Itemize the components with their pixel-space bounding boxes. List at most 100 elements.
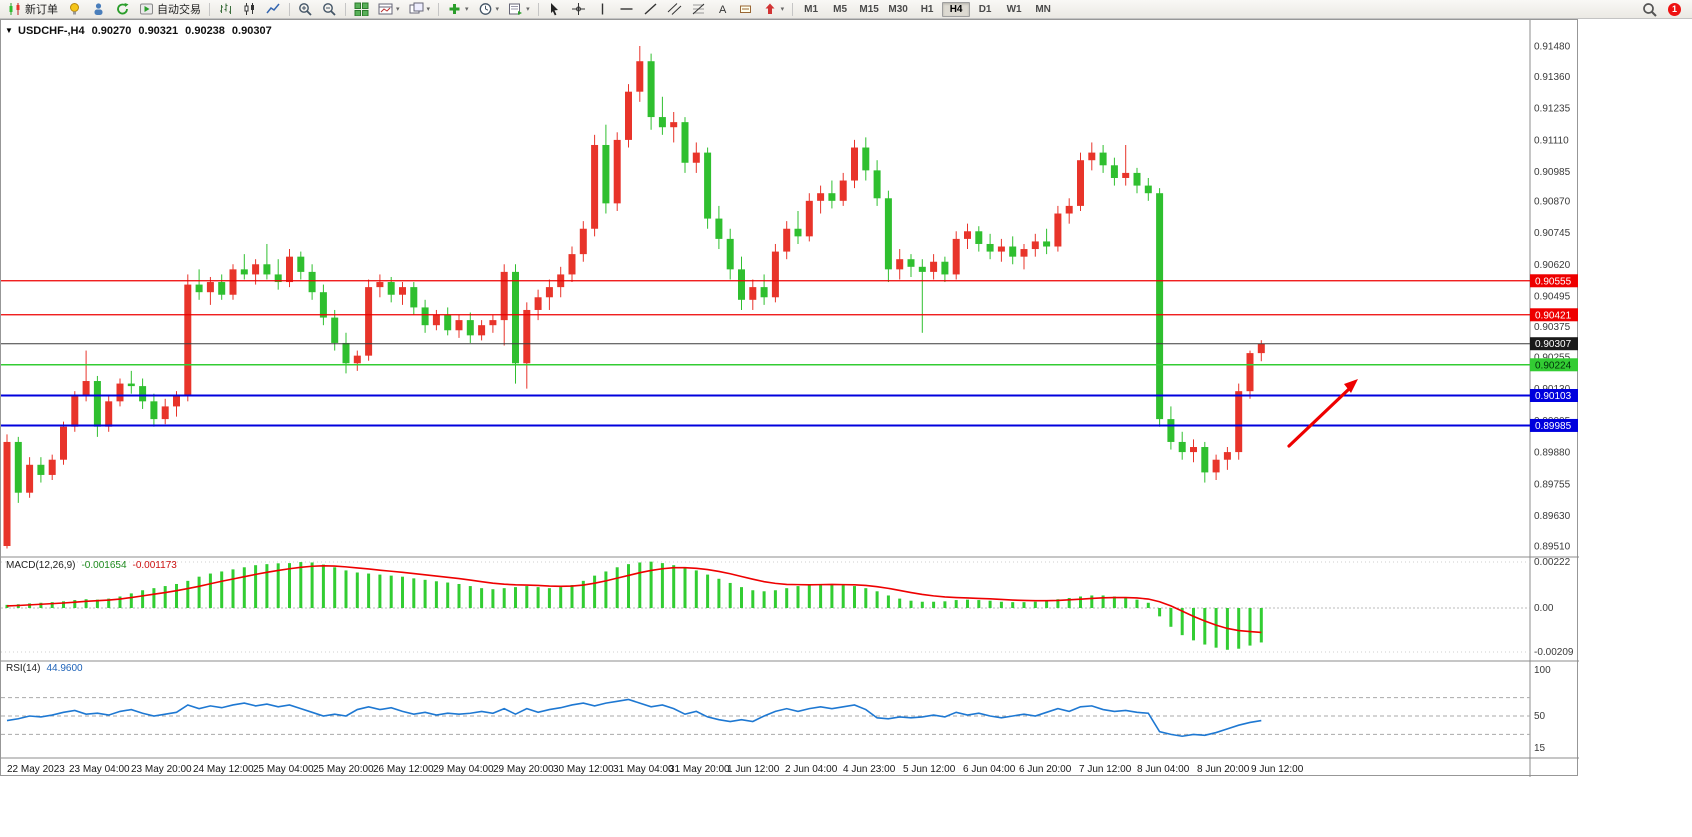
chart-window[interactable]: 0.91480 0.91360 0.91235 0.91110 0.90985 0.908… (0, 19, 1579, 777)
toolbar-right: 1 (1642, 2, 1689, 17)
rsi-value: 44.9600 (46, 663, 83, 674)
text-label-icon (739, 2, 754, 16)
macd-main-value: -0.001654 (81, 560, 127, 571)
new-order-button[interactable]: 新订单 (3, 0, 62, 19)
fibonacci-button[interactable] (687, 0, 710, 19)
timeframe-button-m5[interactable]: M5 (833, 3, 848, 15)
svg-text:0.91110: 0.91110 (1534, 135, 1569, 146)
bar-chart-icon (218, 2, 233, 16)
toolbar-separator (209, 2, 210, 16)
svg-text:29 May 20:00: 29 May 20:00 (493, 764, 554, 775)
auto-trading-icon (139, 2, 154, 16)
line-chart-button[interactable] (262, 0, 285, 19)
chart-canvas[interactable]: 0.91480 0.91360 0.91235 0.91110 0.90985 0.908… (1, 20, 1579, 777)
svg-text:0.90224: 0.90224 (1535, 360, 1572, 371)
new-chart-button[interactable]: ▾ (374, 0, 404, 19)
search-icon[interactable] (1642, 2, 1658, 17)
chevron-down-icon: ▾ (426, 5, 431, 13)
fibonacci-icon (691, 2, 706, 16)
templates-button[interactable]: ▾ (504, 0, 534, 19)
svg-text:0.90555: 0.90555 (1535, 276, 1572, 287)
candlestick-chart-button[interactable] (238, 0, 261, 19)
zoom-in-icon (298, 2, 313, 16)
toolbar-separator (345, 2, 346, 16)
alerts-button[interactable] (63, 0, 86, 19)
svg-text:0.89510: 0.89510 (1534, 542, 1571, 553)
svg-text:7 Jun 12:00: 7 Jun 12:00 (1079, 764, 1132, 775)
rsi-indicator-label: RSI(14) 44.9600 (6, 663, 83, 674)
svg-text:25 May 04:00: 25 May 04:00 (253, 764, 314, 775)
symbol-period-label: USDCHF-,H4 (18, 25, 85, 37)
svg-text:0.00: 0.00 (1534, 603, 1554, 614)
candlestick-chart-icon (242, 2, 257, 16)
svg-text:29 May 04:00: 29 May 04:00 (433, 764, 494, 775)
arrow-shape-icon (763, 2, 778, 16)
tile-windows-icon (354, 2, 369, 16)
timeframe-button-m15[interactable]: M15 (859, 3, 879, 15)
svg-text:0.91235: 0.91235 (1534, 104, 1571, 115)
zoom-out-button[interactable] (318, 0, 341, 19)
svg-text:0.00222: 0.00222 (1534, 557, 1571, 568)
svg-text:0.89880: 0.89880 (1534, 448, 1571, 459)
periods-button[interactable]: ▾ (474, 0, 504, 19)
timeframe-button-w1[interactable]: W1 (1006, 3, 1022, 15)
new-order-icon (7, 2, 22, 16)
svg-text:0.89755: 0.89755 (1534, 479, 1571, 490)
indicators-button[interactable]: ▾ (443, 0, 473, 19)
timeframe-button-h1[interactable]: H1 (920, 3, 934, 15)
svg-text:0.90870: 0.90870 (1534, 196, 1571, 207)
profile-button[interactable] (87, 0, 110, 19)
open-value: 0.90270 (91, 25, 132, 37)
timeframe-button-mn[interactable]: MN (1035, 3, 1051, 15)
toolbar-separator (537, 2, 539, 16)
svg-text:1 Jun 12:00: 1 Jun 12:00 (727, 764, 780, 775)
trendline-icon (643, 2, 658, 16)
svg-text:0.90985: 0.90985 (1534, 167, 1571, 178)
shapes-button[interactable]: ▾ (759, 0, 789, 19)
vertical-line-icon (595, 2, 610, 16)
zoom-in-button[interactable] (294, 0, 317, 19)
svg-text:0.90307: 0.90307 (1535, 339, 1572, 350)
svg-text:100: 100 (1534, 665, 1551, 676)
svg-text:26 May 12:00: 26 May 12:00 (373, 764, 434, 775)
text-icon: A (715, 2, 730, 16)
vertical-line-button[interactable] (591, 0, 614, 19)
text-button[interactable]: A (711, 0, 734, 19)
collapse-chart-icon[interactable]: ▼ (5, 26, 13, 35)
crosshair-icon (571, 2, 586, 16)
text-label-button[interactable] (735, 0, 758, 19)
svg-text:23 May 20:00: 23 May 20:00 (131, 764, 192, 775)
high-value: 0.90321 (138, 25, 179, 37)
notification-badge[interactable]: 1 (1668, 2, 1681, 16)
rsi-name: RSI(14) (6, 663, 41, 674)
svg-text:A: A (719, 4, 727, 16)
auto-trading-label: 自动交易 (157, 4, 201, 16)
refresh-button[interactable] (111, 0, 134, 19)
indicator-plus-icon (447, 2, 462, 16)
lightbulb-icon (67, 2, 82, 16)
svg-text:31 May 20:00: 31 May 20:00 (669, 764, 730, 775)
channel-icon (667, 2, 682, 16)
cursor-button[interactable] (543, 0, 566, 19)
timeframe-button-m1[interactable]: M1 (804, 3, 819, 15)
trendline-button[interactable] (639, 0, 662, 19)
channel-button[interactable] (663, 0, 686, 19)
timeframe-button-d1[interactable]: D1 (978, 3, 992, 15)
chart-profiles-button[interactable]: ▾ (405, 0, 435, 19)
auto-trading-button[interactable]: 自动交易 (135, 0, 205, 19)
clock-icon (478, 2, 493, 16)
timeframe-button-h4[interactable]: H4 (942, 1, 971, 17)
chevron-down-icon: ▾ (465, 5, 469, 13)
new-chart-icon (378, 2, 393, 16)
macd-signal-value: -0.001173 (132, 560, 177, 571)
svg-text:22 May 2023: 22 May 2023 (7, 764, 65, 775)
templates-icon (508, 2, 523, 16)
tile-windows-button[interactable] (350, 0, 373, 19)
timeframe-button-m30[interactable]: M30 (888, 3, 908, 15)
svg-text:30 May 12:00: 30 May 12:00 (553, 764, 614, 775)
horizontal-line-button[interactable] (615, 0, 638, 19)
svg-text:24 May 12:00: 24 May 12:00 (193, 764, 254, 775)
bar-chart-button[interactable] (214, 0, 237, 19)
crosshair-button[interactable] (567, 0, 590, 19)
horizontal-line-icon (619, 2, 634, 16)
